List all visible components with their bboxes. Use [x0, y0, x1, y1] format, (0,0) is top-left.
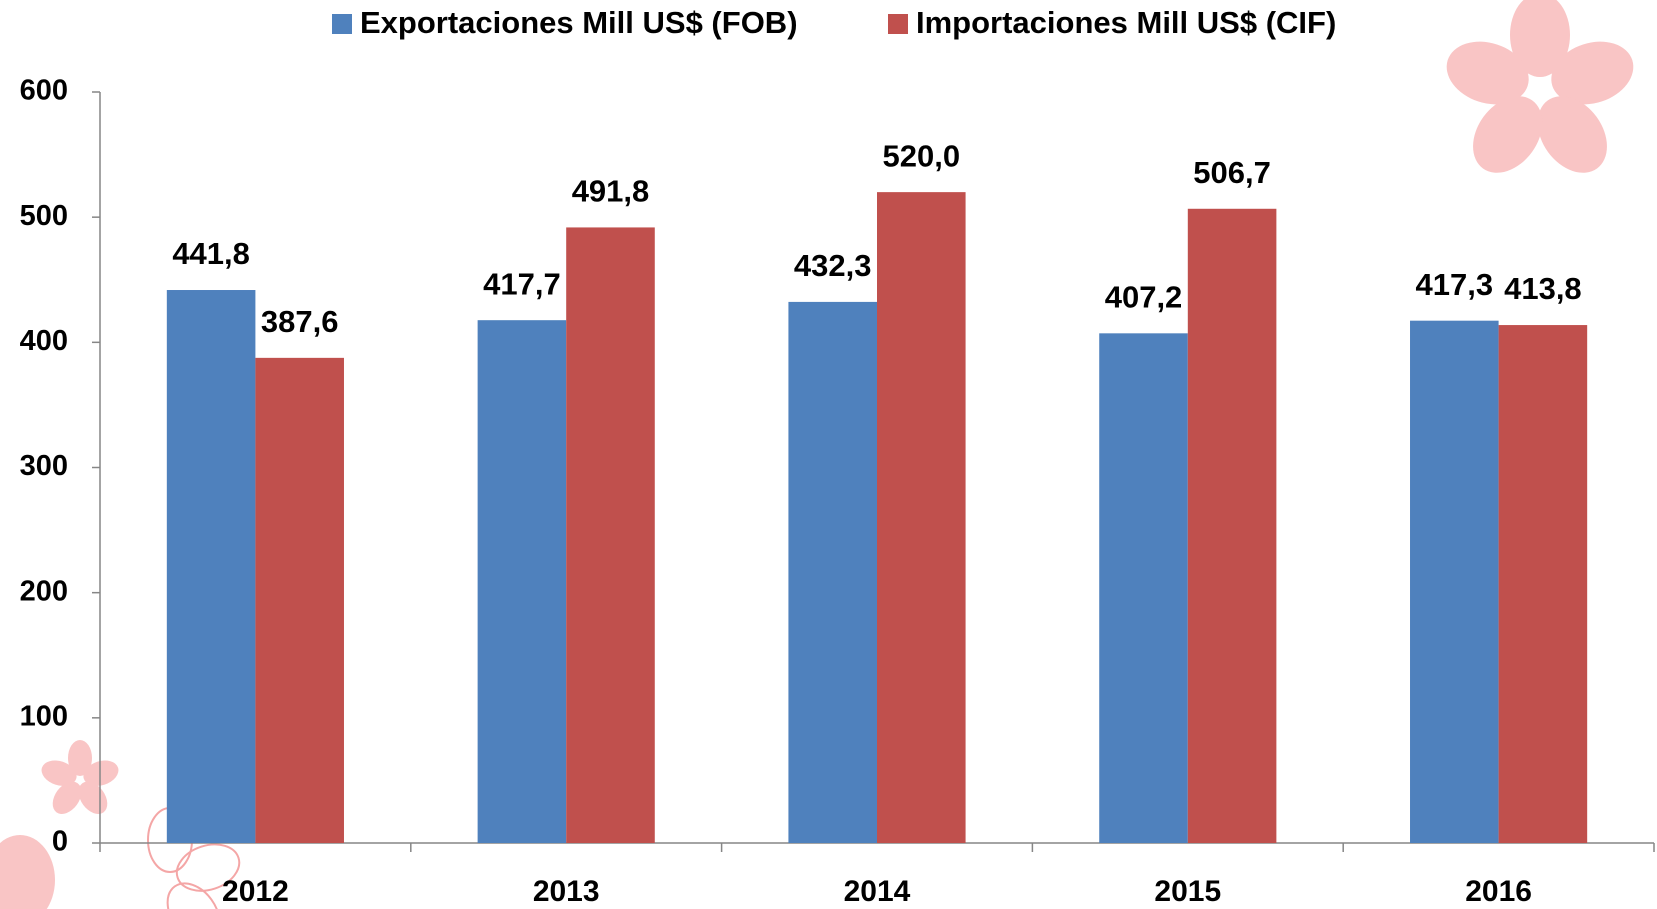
y-tick-label: 300	[20, 450, 68, 482]
bar	[1410, 320, 1499, 843]
y-tick-label: 400	[20, 325, 68, 357]
bar	[166, 290, 256, 843]
value-label: 520,0	[882, 138, 960, 173]
legend-swatch	[888, 14, 908, 34]
x-tick-label: 2013	[533, 875, 600, 908]
value-label: 417,3	[1416, 267, 1494, 302]
legend-label: Exportaciones Mill US$ (FOB)	[360, 5, 798, 40]
legend: Exportaciones Mill US$ (FOB) Importacione…	[332, 5, 1336, 40]
y-tick-label: 100	[20, 700, 68, 732]
y-tick-label: 500	[20, 200, 68, 232]
legend-swatch	[332, 14, 352, 34]
x-tick-label: 2015	[1154, 875, 1221, 908]
value-label: 491,8	[572, 174, 650, 209]
bar	[1187, 208, 1277, 843]
bar	[477, 320, 567, 843]
y-tick-label: 600	[20, 75, 68, 107]
y-tick-label: 0	[52, 826, 68, 858]
value-label: 413,8	[1504, 271, 1582, 306]
legend-label: Importaciones Mill US$ (CIF)	[916, 5, 1336, 40]
x-tick-label: 2012	[222, 875, 289, 908]
bar	[255, 357, 344, 843]
x-tick-label: 2016	[1465, 875, 1532, 908]
x-tick-label: 2014	[844, 875, 911, 908]
bar	[877, 192, 966, 844]
value-label: 432,3	[794, 248, 872, 283]
value-label: 441,8	[172, 236, 250, 271]
bar	[1099, 333, 1188, 843]
y-tick-label: 200	[20, 575, 68, 607]
value-label: 506,7	[1193, 155, 1271, 190]
value-label: 387,6	[261, 304, 339, 339]
value-label: 417,7	[483, 266, 561, 301]
bar	[1498, 325, 1588, 844]
value-label: 407,2	[1105, 280, 1183, 315]
bar	[788, 301, 877, 843]
bar	[566, 227, 655, 844]
